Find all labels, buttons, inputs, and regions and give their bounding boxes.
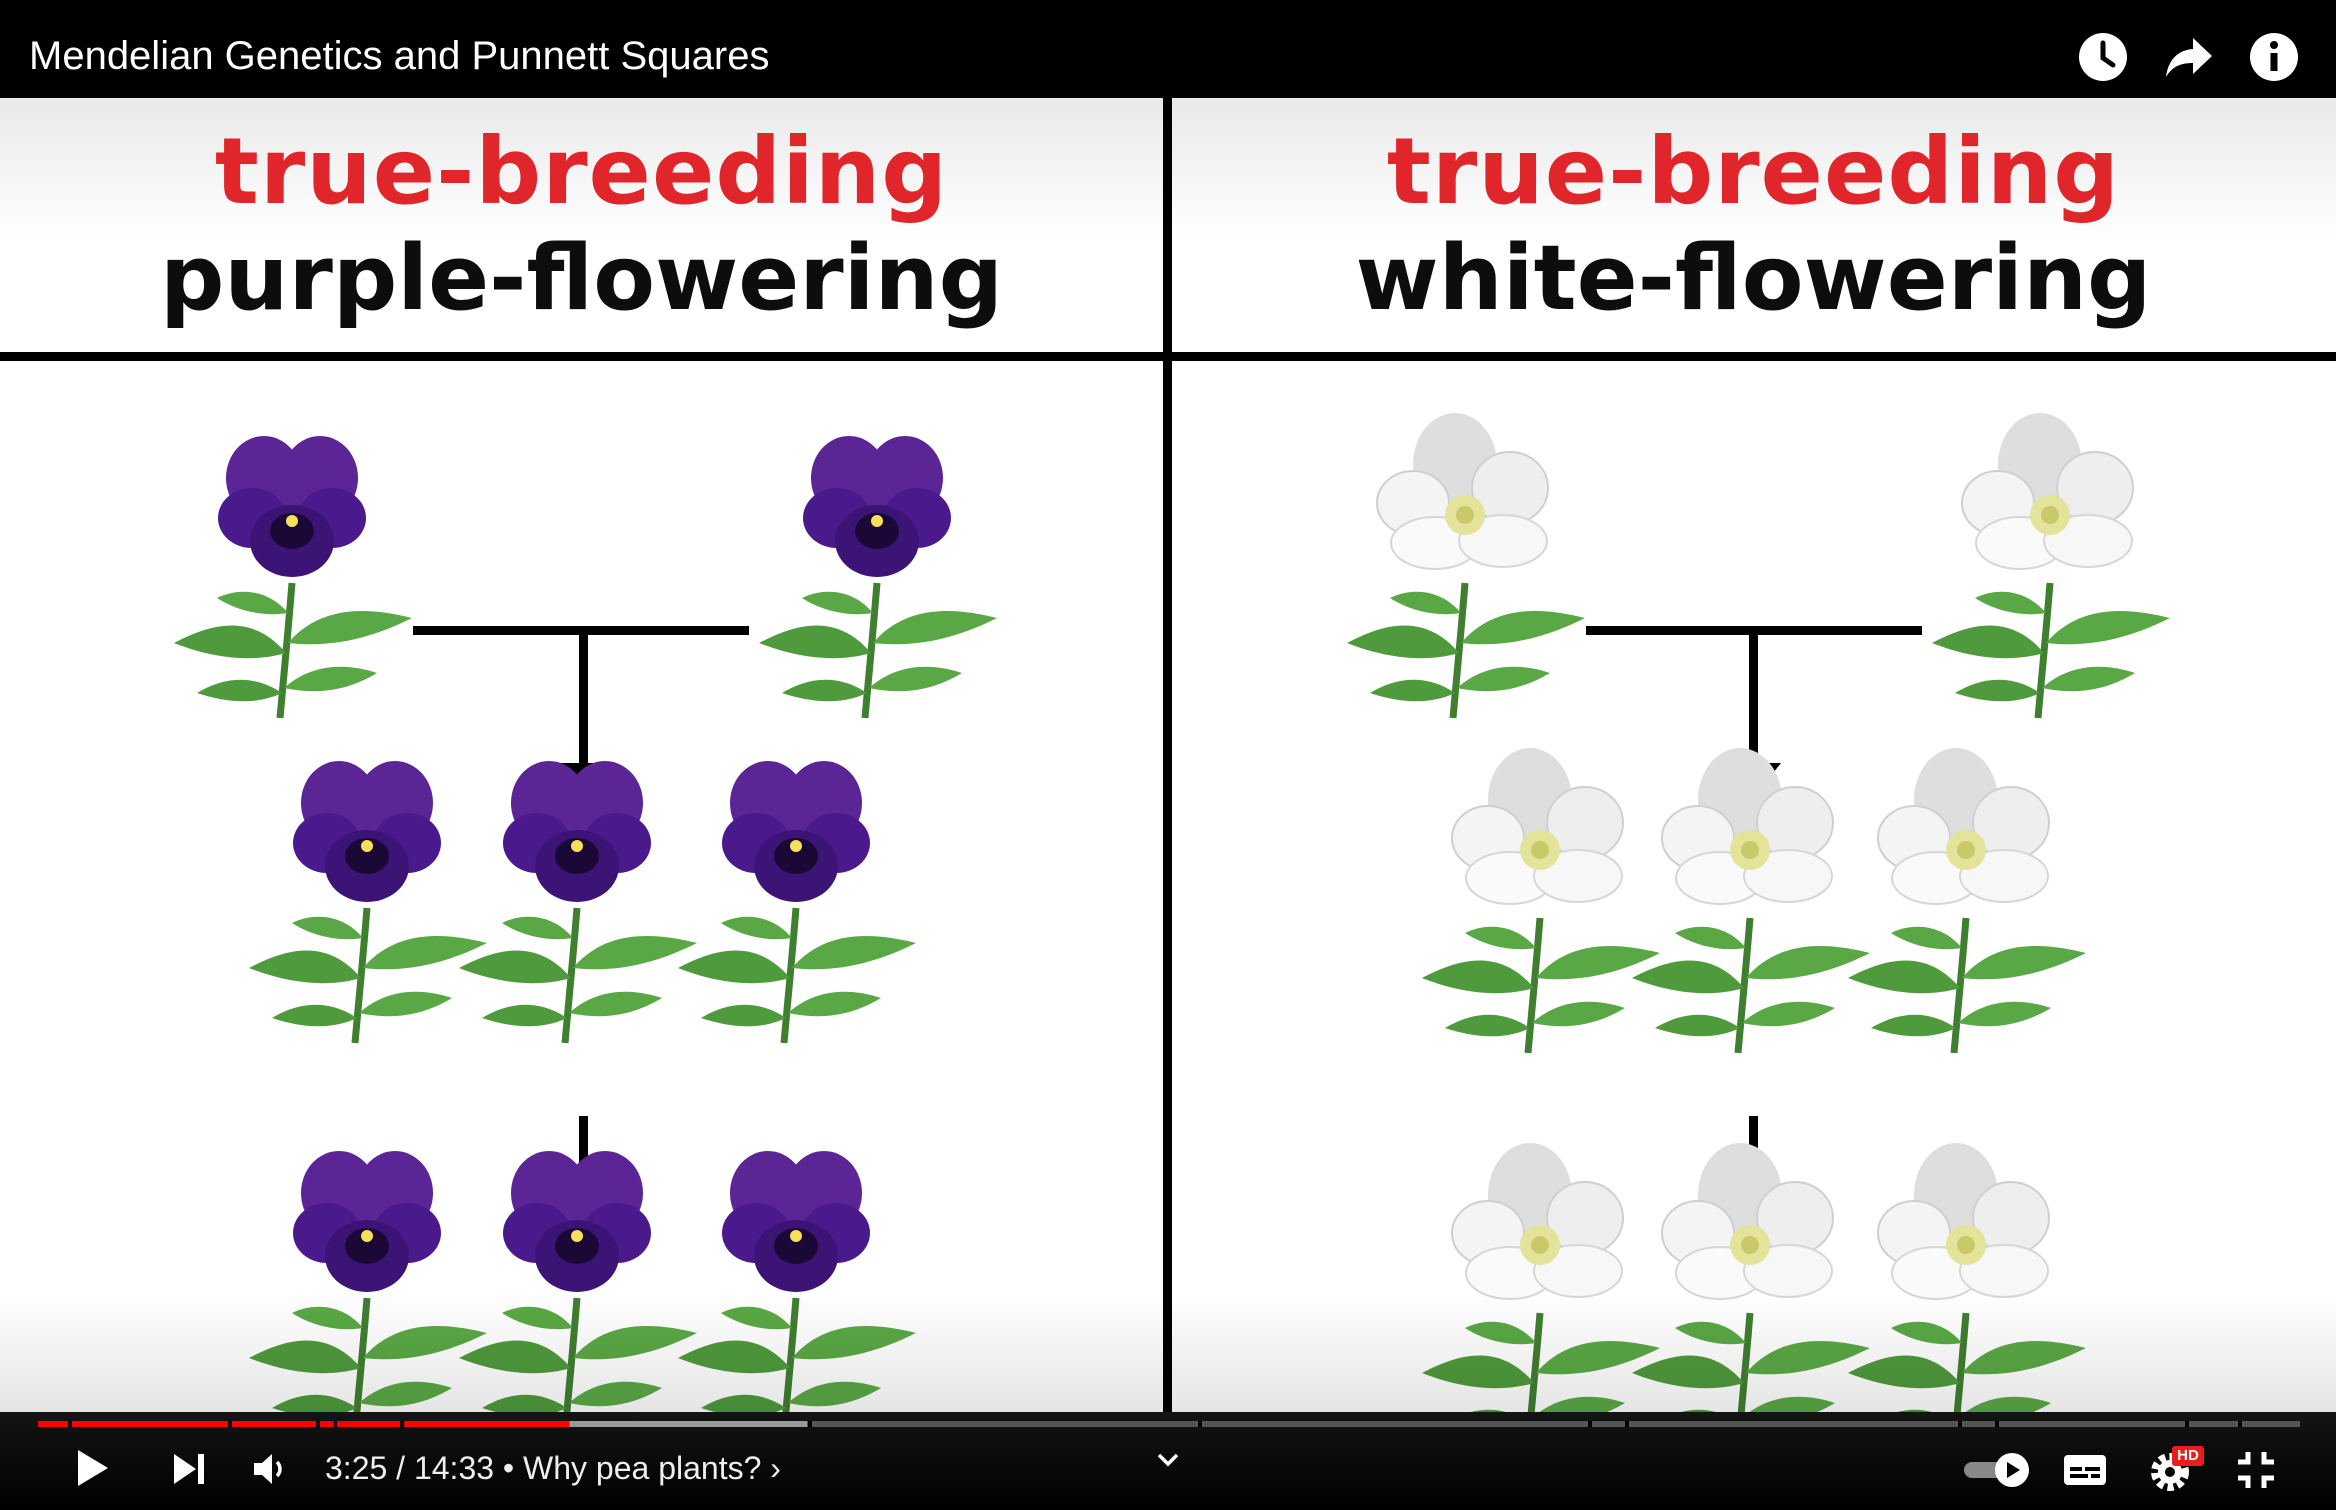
volume-icon[interactable] [252,1450,292,1488]
time-display: 3:25 / 14:33 • Why pea plants? › [325,1448,781,1488]
progress-played [38,1421,570,1427]
left-f2-flower-1 [249,1151,487,1412]
left-parent-flower-1 [174,436,412,718]
left-f2-flower-2 [459,1151,697,1412]
right-f1-flower-2 [1632,748,1870,1053]
play-icon[interactable] [70,1446,114,1490]
left-parent-flower-2 [759,436,997,718]
hd-badge: HD [2172,1446,2204,1466]
top-bar: Mendelian Genetics and Punnett Squares [0,0,2336,98]
right-parent-flower-1 [1347,413,1585,718]
left-arrow-1-shaft [579,635,588,765]
settings-gear-icon[interactable] [2148,1444,2202,1494]
autoplay-toggle-icon[interactable] [1962,1450,2034,1490]
column-divider [1163,98,1172,1412]
right-f2-flower-2 [1632,1143,1870,1412]
right-parent-flower-2 [1932,413,2170,718]
left-heading-purple-flowering: purple-flowering [159,226,1003,331]
breeding-diagram [0,98,2336,1412]
right-f1-flower-3 [1848,748,2086,1053]
left-f1-flower-3 [678,761,916,1043]
right-f1-flower-1 [1422,748,1660,1053]
chevron-down-icon[interactable] [1156,1452,1180,1468]
share-arrow-icon[interactable] [2162,30,2216,84]
left-f1-flower-1 [249,761,487,1043]
player-controls [0,1412,2336,1510]
right-f2-flower-3 [1848,1143,2086,1412]
chapter-bullet: • [502,1450,515,1486]
video-frame[interactable]: true-breeding purple-flowering true-bree… [0,98,2336,1412]
chapter-chevron[interactable]: › [770,1450,781,1486]
time-separator: / [396,1450,406,1486]
exit-fullscreen-icon[interactable] [2236,1450,2276,1490]
right-cross-bar [1586,626,1922,635]
left-f1-flower-2 [459,761,697,1043]
left-f2-flower-3 [678,1151,916,1412]
info-icon[interactable] [2247,30,2301,84]
chapter-title[interactable]: Why pea plants? [523,1450,762,1486]
subtitles-icon[interactable] [2062,1452,2108,1488]
video-title[interactable]: Mendelian Genetics and Punnett Squares [29,34,770,78]
right-heading-true-breeding: true-breeding [1386,118,2121,225]
right-arrow-1-shaft [1749,635,1758,765]
duration: 14:33 [413,1450,495,1486]
clock-icon[interactable] [2076,30,2130,84]
right-heading-white-flowering: white-flowering [1355,226,2152,331]
current-time: 3:25 [325,1450,388,1486]
left-heading-true-breeding: true-breeding [214,118,949,225]
left-cross-bar [413,626,749,635]
progress-bar[interactable] [38,1421,2300,1427]
next-icon[interactable] [170,1450,208,1488]
right-f2-flower-1 [1422,1143,1660,1412]
